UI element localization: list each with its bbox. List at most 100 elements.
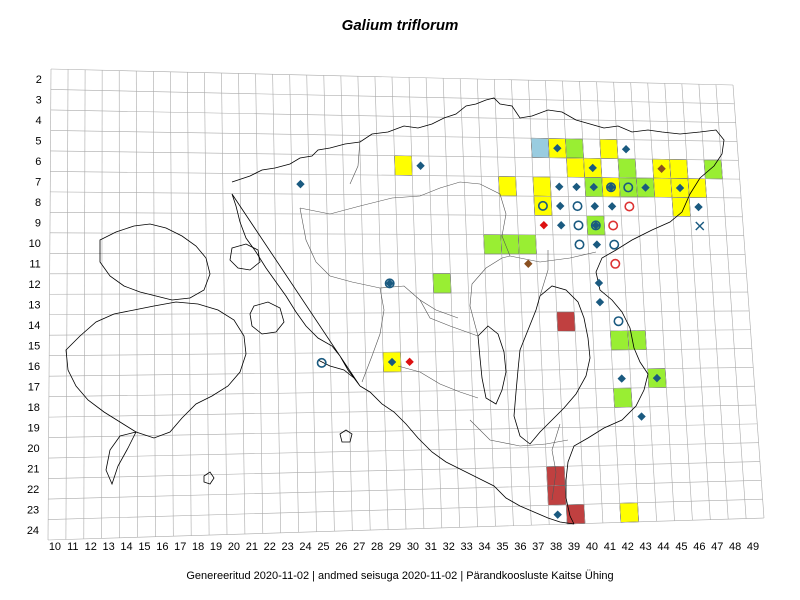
occupied-cell bbox=[566, 157, 585, 178]
row-label: 8 bbox=[35, 197, 41, 209]
grid-line bbox=[238, 73, 246, 534]
grid-line bbox=[48, 404, 756, 418]
column-label: 26 bbox=[335, 541, 347, 553]
diamond-marker bbox=[572, 182, 581, 192]
circle-marker bbox=[574, 239, 585, 250]
occupied-cell bbox=[432, 273, 452, 294]
grid-line bbox=[49, 272, 747, 275]
diamond-marker bbox=[556, 201, 565, 211]
grid-line bbox=[50, 68, 734, 86]
diamond-marker bbox=[641, 183, 650, 192]
column-label: 15 bbox=[138, 541, 150, 553]
diamond-marker bbox=[555, 182, 564, 191]
grid-line bbox=[630, 82, 657, 522]
cross-marker bbox=[695, 221, 705, 231]
occupied-cell bbox=[599, 139, 619, 159]
circle-marker bbox=[573, 220, 584, 231]
column-label: 30 bbox=[407, 541, 419, 553]
row-label: 4 bbox=[36, 115, 42, 127]
circle-marker bbox=[623, 182, 634, 193]
grid-line bbox=[255, 73, 264, 534]
occupied-cell bbox=[530, 137, 550, 158]
diamond-marker bbox=[387, 357, 397, 367]
diamond-marker bbox=[606, 183, 616, 192]
grid-line bbox=[47, 517, 765, 541]
grid-line bbox=[49, 232, 744, 236]
row-label: 15 bbox=[28, 340, 40, 352]
grid-line bbox=[48, 461, 760, 479]
grid-line bbox=[272, 74, 281, 533]
column-label: 33 bbox=[461, 541, 473, 553]
grid-lines bbox=[47, 68, 765, 541]
grid-line bbox=[289, 74, 299, 533]
map-title: Galium triflorum bbox=[341, 17, 459, 34]
column-label: 23 bbox=[282, 541, 294, 553]
column-label: 24 bbox=[299, 541, 311, 553]
occupied-cell bbox=[547, 485, 567, 506]
grid-line bbox=[545, 80, 568, 525]
grid-line bbox=[613, 82, 639, 522]
column-label: 13 bbox=[103, 541, 115, 553]
diamond-marker bbox=[590, 202, 599, 211]
grid-line bbox=[153, 71, 156, 537]
column-label: 49 bbox=[747, 541, 759, 553]
grid-line bbox=[187, 72, 192, 536]
occupied-cell bbox=[483, 234, 503, 255]
row-label: 18 bbox=[28, 402, 40, 414]
column-label: 43 bbox=[640, 541, 652, 553]
column-label: 48 bbox=[729, 541, 741, 553]
grid-line bbox=[50, 171, 740, 180]
grid-line bbox=[391, 76, 407, 530]
grid-line bbox=[221, 72, 228, 535]
grid-line bbox=[50, 130, 738, 142]
row-label: 5 bbox=[35, 136, 41, 148]
diamond-marker bbox=[405, 357, 414, 367]
diamond-marker bbox=[385, 279, 394, 288]
column-labels: 10 11 12 13 14 15 16 17 18 19 20 21 22 23 24 25 26 27 28 29… bbox=[49, 541, 759, 553]
diamond-marker bbox=[621, 145, 631, 154]
grid-line bbox=[50, 150, 739, 161]
occupied-cell bbox=[617, 158, 637, 179]
diamond-marker bbox=[553, 510, 562, 519]
grid-line bbox=[204, 72, 210, 536]
row-label: 24 bbox=[27, 525, 39, 537]
occupied-cell bbox=[627, 330, 647, 351]
diamond-marker bbox=[588, 163, 597, 173]
grid-line bbox=[48, 442, 759, 459]
grid-line bbox=[323, 75, 335, 532]
grid-line bbox=[425, 77, 443, 528]
column-label: 39 bbox=[568, 541, 580, 553]
circle-marker bbox=[610, 258, 621, 269]
grid-line bbox=[562, 80, 586, 524]
row-label: 7 bbox=[35, 177, 41, 189]
column-label: 44 bbox=[657, 541, 669, 553]
grid-line bbox=[494, 79, 514, 526]
circle-marker bbox=[537, 200, 548, 211]
grid-line bbox=[442, 78, 460, 528]
occupied-cell bbox=[498, 176, 517, 197]
grid-line bbox=[50, 89, 735, 105]
column-label: 42 bbox=[622, 541, 634, 553]
column-label: 14 bbox=[120, 541, 132, 553]
grid-line bbox=[306, 74, 317, 532]
occupied-cell bbox=[703, 159, 723, 180]
grid-line bbox=[48, 385, 755, 397]
observation-markers bbox=[296, 144, 705, 519]
row-label: 20 bbox=[27, 443, 39, 455]
occupied-cell bbox=[556, 311, 576, 332]
column-label: 37 bbox=[532, 541, 544, 553]
occupied-cell bbox=[546, 465, 566, 487]
row-label: 21 bbox=[27, 463, 39, 475]
column-label: 34 bbox=[478, 541, 490, 553]
diamond-marker bbox=[637, 412, 646, 421]
column-label: 41 bbox=[604, 541, 616, 553]
diamond-marker bbox=[524, 259, 533, 268]
row-label: 2 bbox=[36, 74, 42, 86]
grid-line bbox=[596, 81, 622, 523]
column-label: 10 bbox=[49, 541, 61, 553]
occupied-cell bbox=[687, 178, 707, 198]
grid-line bbox=[48, 480, 762, 500]
column-label: 18 bbox=[192, 541, 204, 553]
coastline-outline bbox=[65, 97, 725, 525]
column-label: 36 bbox=[514, 541, 526, 553]
